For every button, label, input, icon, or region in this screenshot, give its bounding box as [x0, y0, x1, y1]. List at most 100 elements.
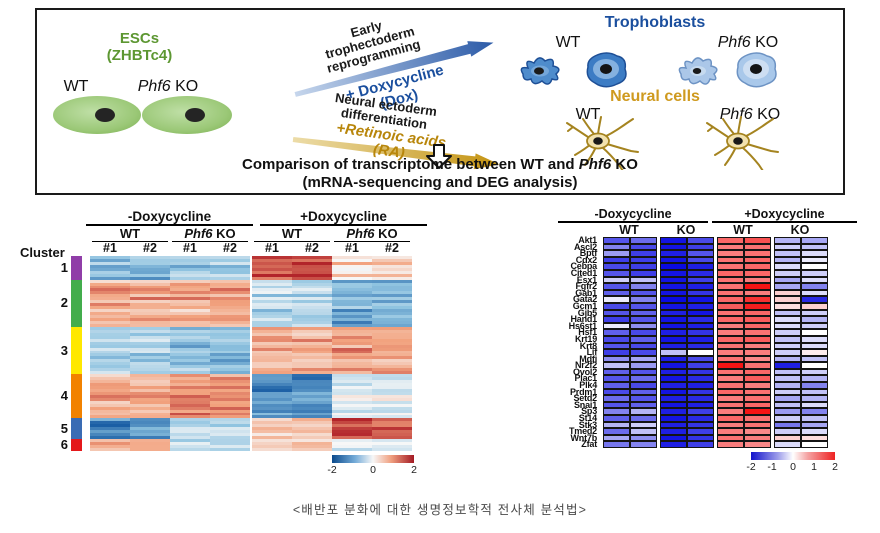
heatmap-cell	[332, 433, 372, 437]
heatmap-cell	[372, 258, 412, 262]
gene-heatmap-cell	[774, 263, 801, 270]
gene-heatmap-cell	[687, 302, 714, 310]
gene-heatmap-cell	[774, 375, 801, 383]
gene-label: Krt19	[574, 333, 597, 344]
heatmap-cell	[170, 427, 210, 431]
heatmap-cell	[292, 344, 332, 348]
gene-heatmap-cell	[744, 382, 771, 389]
heatmap-cell	[210, 412, 250, 416]
heatmap-cell	[372, 424, 412, 428]
gene-heatmap-cell	[801, 269, 828, 277]
heatmap-cell	[332, 418, 372, 422]
heatmap-row	[90, 326, 412, 330]
heatmap-cell	[292, 418, 332, 422]
column-group-gap	[250, 362, 252, 366]
gene-heatmap-row	[603, 428, 829, 435]
heatmap-row	[90, 312, 412, 316]
heatmap-cell	[292, 320, 332, 324]
heatmap-row	[90, 279, 412, 283]
heatmap-cell	[292, 385, 332, 389]
gene-heatmap-cell	[687, 335, 714, 343]
heatmap-cell	[90, 285, 130, 289]
heatmap-row	[90, 323, 412, 327]
heatmap-cell	[252, 382, 292, 386]
gene-heatmap-cell	[801, 401, 828, 409]
heatmap-cell	[90, 273, 130, 277]
gene-heatmap-cell	[603, 296, 630, 303]
heatmap-cell	[252, 412, 292, 416]
column-group-gap	[250, 338, 252, 342]
gene-heatmap-cell	[801, 243, 828, 251]
colorbar-tick: 2	[411, 464, 417, 476]
gene-heatmap-cell	[801, 237, 828, 244]
gene-heatmap-cell	[744, 401, 771, 409]
heatmap-cell	[332, 359, 372, 363]
gene-heatmap-cell	[801, 415, 828, 422]
trophoblast-cells-icon	[520, 52, 777, 88]
gene-heatmap-cell	[630, 296, 657, 303]
left-colorbar-ticks: -2 0 2	[327, 464, 417, 478]
gene-heatmap-cell	[603, 250, 630, 257]
gene-heatmap-cell	[744, 329, 771, 336]
heatmap-cell	[210, 350, 250, 354]
heatmap-cell	[372, 297, 412, 301]
heatmap-cell	[90, 335, 130, 339]
gene-heatmap-cell	[717, 289, 744, 297]
heatmap-cell	[210, 276, 250, 280]
heatmap-cell	[210, 309, 250, 313]
gene-heatmap-cell	[774, 415, 801, 422]
cluster-number: 3	[60, 342, 68, 358]
gene-heatmap-cell	[774, 434, 801, 442]
heatmap-row	[90, 291, 412, 295]
heatmap-cell	[372, 288, 412, 292]
heatmap-cell	[292, 371, 332, 375]
heatmap-cell	[210, 270, 250, 274]
column-group-gap	[250, 297, 252, 301]
heatmap-cell	[90, 270, 130, 274]
heatmap-row	[90, 430, 412, 434]
heatmap-row	[90, 320, 412, 324]
heatmap-cell	[292, 335, 332, 339]
right-heatmap-body	[603, 237, 829, 448]
gene-heatmap-cell	[603, 428, 630, 435]
trophoblasts-title: Trophoblasts	[604, 14, 706, 31]
gene-heatmap-cell	[660, 237, 687, 244]
heatmap-cell	[372, 433, 412, 437]
left-heatmap-body	[90, 256, 412, 451]
heatmap-row	[90, 306, 412, 310]
gene-heatmap-cell	[717, 263, 744, 270]
heatmap-cell	[372, 447, 412, 451]
gene-heatmap-cell	[717, 388, 744, 396]
heatmap-cell	[292, 288, 332, 292]
heatmap-cell	[292, 353, 332, 357]
gene-heatmap-cell	[717, 250, 744, 257]
gene-heatmap-cell	[630, 335, 657, 343]
cluster-bar-segment	[71, 374, 82, 419]
gene-heatmap-cell	[630, 322, 657, 330]
gene-label: Setd2	[573, 393, 597, 404]
gene-heatmap-cell	[660, 421, 687, 429]
column-group-gap	[250, 412, 252, 416]
gene-heatmap-cell	[717, 355, 744, 363]
heatmap-cell	[90, 309, 130, 313]
right-group-header: WT	[717, 223, 769, 238]
heatmap-cell	[372, 430, 412, 434]
heatmap-cell	[210, 264, 250, 268]
heatmap-cell	[130, 270, 170, 274]
gene-heatmap-cell	[660, 342, 687, 350]
heatmap-row	[90, 424, 412, 428]
heatmap-cell	[332, 391, 372, 395]
heatmap-cell	[292, 382, 332, 386]
heatmap-cell	[170, 332, 210, 336]
gene-heatmap-cell	[660, 296, 687, 303]
heatmap-cell	[332, 442, 372, 445]
heatmap-cell	[252, 385, 292, 389]
gene-heatmap-cell	[774, 362, 801, 369]
heatmap-cell	[130, 442, 170, 445]
heatmap-cell	[130, 356, 170, 360]
heatmap-cell	[332, 338, 372, 342]
gene-label: Krt8	[579, 340, 597, 351]
phf6-italic: Phf6	[717, 34, 751, 51]
heatmap-cell	[372, 365, 412, 369]
heatmap-cell	[332, 365, 372, 369]
